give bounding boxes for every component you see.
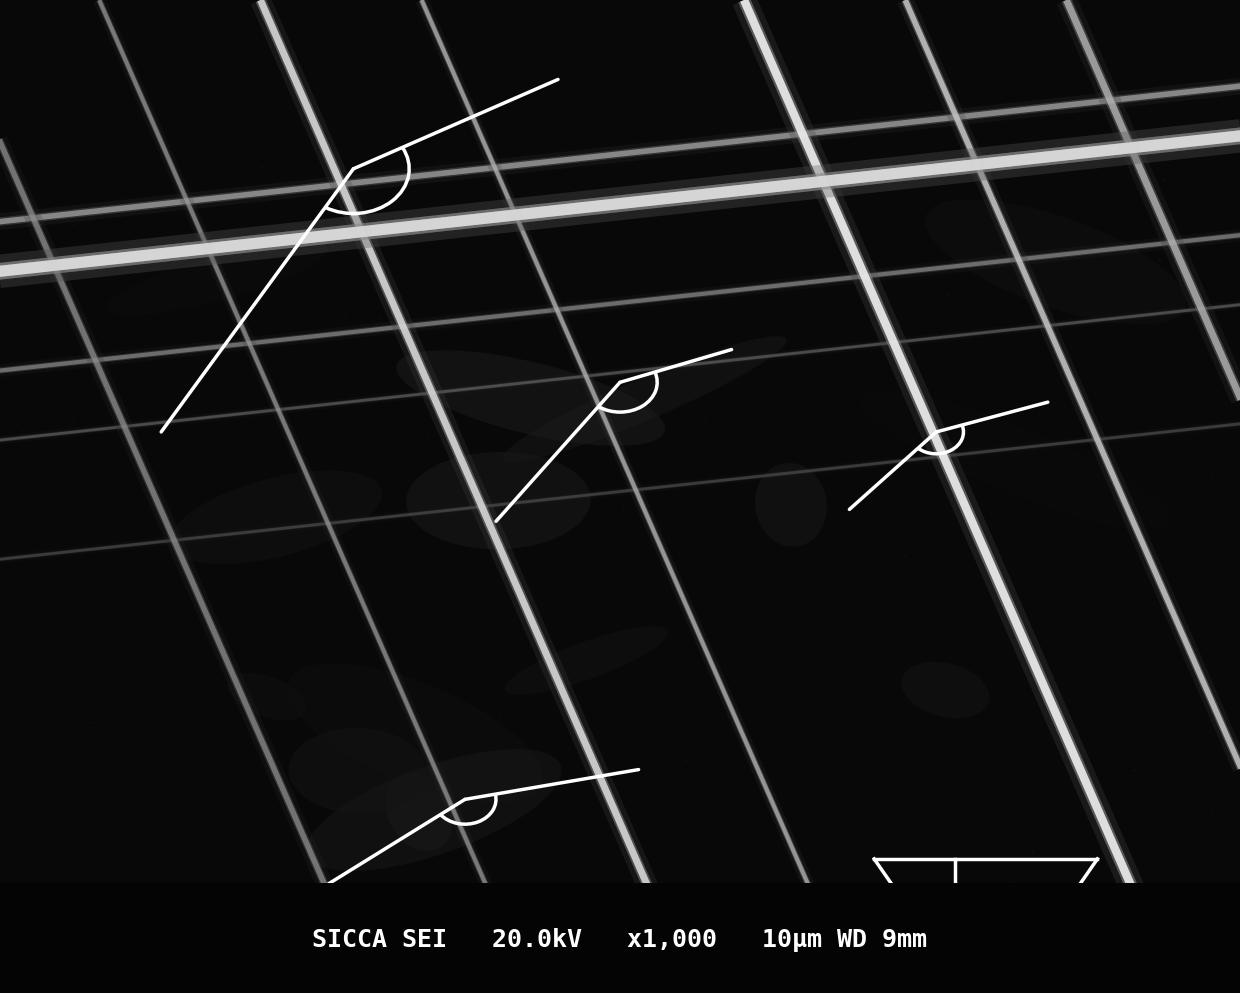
Ellipse shape [925, 200, 1187, 325]
Ellipse shape [289, 728, 427, 813]
Ellipse shape [901, 661, 990, 718]
Ellipse shape [105, 242, 327, 316]
Ellipse shape [755, 463, 827, 547]
Ellipse shape [170, 471, 382, 564]
Ellipse shape [407, 452, 590, 549]
Ellipse shape [228, 672, 306, 721]
Ellipse shape [386, 772, 453, 851]
Ellipse shape [306, 749, 562, 871]
Ellipse shape [397, 351, 665, 446]
Text: SICCA SEI   20.0kV   x1,000   10μm WD 9mm: SICCA SEI 20.0kV x1,000 10μm WD 9mm [312, 928, 928, 952]
Ellipse shape [502, 336, 786, 462]
Ellipse shape [859, 389, 1172, 530]
Polygon shape [0, 883, 1240, 993]
Ellipse shape [286, 663, 543, 802]
Ellipse shape [505, 627, 668, 695]
